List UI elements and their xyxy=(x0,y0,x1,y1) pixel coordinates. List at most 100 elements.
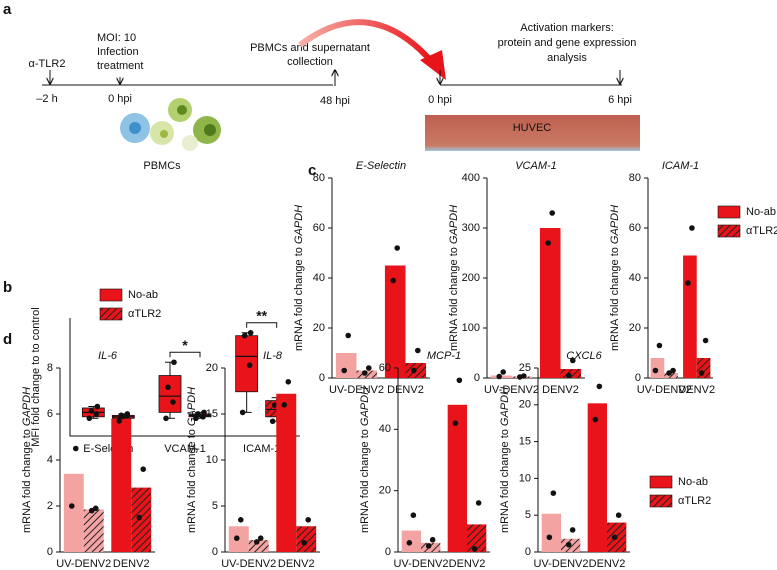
y-tick-label: 0 xyxy=(212,546,218,558)
x-tick-label: UV-DENV2 xyxy=(637,384,692,396)
point xyxy=(471,546,478,552)
x-tick-label: DENV2 xyxy=(678,384,715,396)
point xyxy=(201,409,207,416)
y-tick-label: 60 xyxy=(313,222,325,234)
point xyxy=(247,329,254,336)
y-axis-label: mRNA fold change to GAPDH xyxy=(448,205,460,351)
y-axis-label-text: mRNA fold change to xyxy=(186,429,198,533)
point xyxy=(165,384,171,391)
y-tick-label: 0 xyxy=(319,372,325,384)
y-axis-label: mRNA fold change to GAPDH xyxy=(499,387,511,533)
bar xyxy=(683,255,697,378)
transfer-arrow xyxy=(298,19,435,64)
point xyxy=(170,399,176,405)
bar xyxy=(587,403,607,552)
legend-swatch xyxy=(649,475,673,489)
y-axis-label-gene: GAPDH xyxy=(21,387,33,426)
panel-label: c xyxy=(308,162,316,179)
y-tick-label: 20 xyxy=(629,322,641,334)
y-axis-label-gene: GAPDH xyxy=(359,387,371,426)
y-tick-label: 20 xyxy=(313,322,325,334)
x-tick-label: DENV2 xyxy=(449,558,486,570)
chart-title: VCAM-1 xyxy=(515,160,557,172)
y-axis-label: mRNA fold change to GAPDH xyxy=(21,387,33,533)
point xyxy=(592,416,599,423)
y-axis-label: mRNA fold change to GAPDH xyxy=(293,205,305,351)
huvec-layer xyxy=(425,115,640,151)
point xyxy=(246,362,253,369)
point xyxy=(569,357,576,364)
y-tick-label: 4 xyxy=(47,454,53,466)
point xyxy=(345,332,352,339)
legend-swatch xyxy=(99,288,123,302)
point xyxy=(702,337,709,344)
y-axis-label-text: mRNA fold change to xyxy=(499,429,511,533)
point xyxy=(410,512,417,518)
point xyxy=(171,359,177,366)
legend-label: No-ab xyxy=(128,289,158,301)
label: 48 hpi xyxy=(320,95,350,107)
y-axis-label-gene: GAPDH xyxy=(293,205,305,244)
point xyxy=(68,503,75,509)
x-tick-label: DENV2 xyxy=(278,558,315,570)
point xyxy=(200,414,206,420)
legend-label: αTLR2 xyxy=(746,225,777,237)
y-tick-label: 10 xyxy=(206,454,218,466)
point xyxy=(301,540,308,546)
bar xyxy=(384,265,406,378)
bar xyxy=(696,358,711,378)
y-tick-label: 8 xyxy=(47,362,53,374)
bar xyxy=(467,524,487,552)
point xyxy=(414,347,421,354)
panel-label: b xyxy=(3,279,12,296)
point xyxy=(93,411,100,417)
bar xyxy=(539,228,561,378)
y-tick-label: 0 xyxy=(525,546,531,558)
point xyxy=(86,415,93,422)
point xyxy=(406,540,413,546)
label: PBMCs and supernatant xyxy=(250,42,370,54)
y-tick-label: 80 xyxy=(629,172,641,184)
cells-illustration xyxy=(120,98,221,151)
legend-label: αTLR2 xyxy=(128,308,161,320)
x-tick-label: UV-DENV2 xyxy=(533,558,588,570)
point xyxy=(271,402,278,408)
point xyxy=(425,543,432,549)
x-tick-label: DENV2 xyxy=(387,384,424,396)
point xyxy=(611,534,618,541)
point xyxy=(615,512,622,518)
y-tick-label: 25 xyxy=(519,362,531,374)
y-tick-label: 60 xyxy=(629,222,641,234)
point xyxy=(285,379,292,385)
point xyxy=(565,541,572,548)
y-tick-label: 20 xyxy=(206,362,218,374)
point xyxy=(546,534,553,541)
y-tick-label: 40 xyxy=(379,423,391,435)
point xyxy=(281,402,288,408)
point xyxy=(456,377,463,384)
point xyxy=(305,517,312,523)
point xyxy=(596,383,603,390)
bar xyxy=(447,404,467,552)
legend-label: No-ab xyxy=(678,476,708,488)
x-tick-label: DENV2 xyxy=(542,384,579,396)
point xyxy=(237,517,244,523)
x-tick-label: ICAM-1 xyxy=(243,443,280,455)
panel-label: a xyxy=(3,1,12,18)
x-tick-label: DENV2 xyxy=(589,558,626,570)
point xyxy=(195,411,201,417)
y-tick-label: 5 xyxy=(212,500,218,512)
label: analysis xyxy=(547,52,587,64)
chart-title: IL-6 xyxy=(98,350,118,362)
label: 0 hpi xyxy=(428,94,452,106)
point xyxy=(666,370,672,376)
bar xyxy=(248,540,269,552)
point xyxy=(520,373,527,379)
label: PBMCs xyxy=(143,160,181,172)
panel-a: a α-TLR2 –2 h MOI: 10 Infection treatmen… xyxy=(3,1,640,172)
bar xyxy=(541,513,561,552)
y-axis-label-text: mRNA fold change to xyxy=(609,247,621,351)
point xyxy=(341,367,348,374)
x-tick-label: UV-DENV2 xyxy=(56,558,111,570)
